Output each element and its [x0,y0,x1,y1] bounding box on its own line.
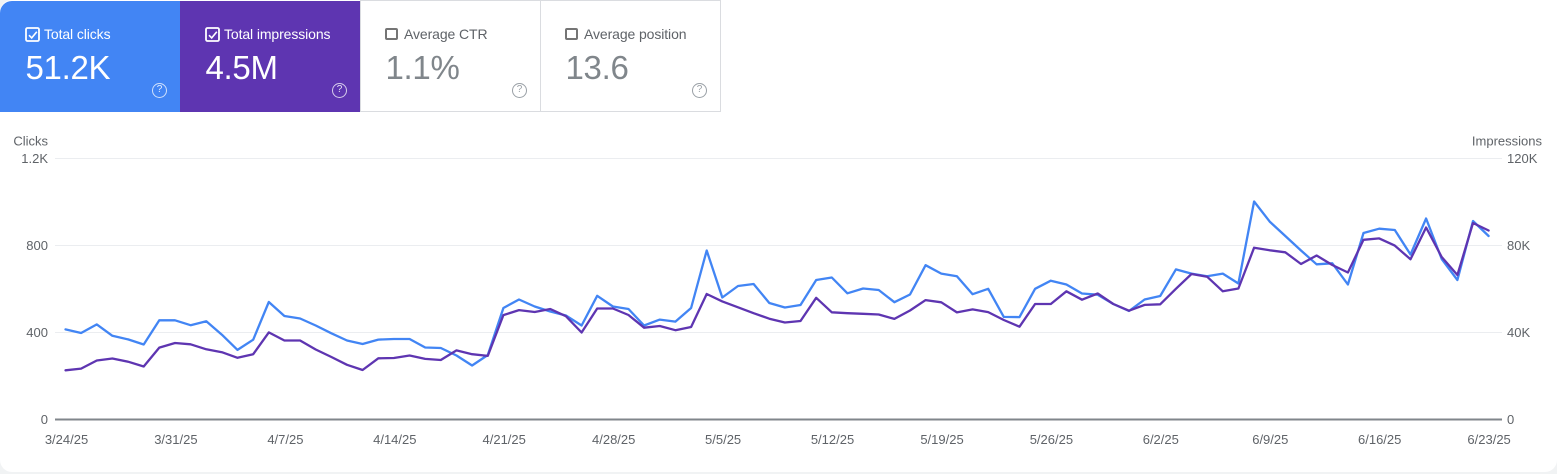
svg-text:6/23/25: 6/23/25 [1467,432,1510,447]
svg-text:5/26/25: 5/26/25 [1030,432,1073,447]
svg-text:800: 800 [26,238,48,253]
svg-text:4/28/25: 4/28/25 [592,432,635,447]
svg-text:5/12/25: 5/12/25 [811,432,854,447]
svg-text:80K: 80K [1507,238,1530,253]
svg-text:120K: 120K [1507,151,1538,166]
svg-text:1.2K: 1.2K [21,151,48,166]
svg-text:0: 0 [1507,412,1514,427]
svg-text:3/31/25: 3/31/25 [154,432,197,447]
svg-text:3/24/25: 3/24/25 [45,432,88,447]
svg-text:5/19/25: 5/19/25 [920,432,963,447]
svg-text:40K: 40K [1507,325,1530,340]
svg-text:6/16/25: 6/16/25 [1358,432,1401,447]
svg-text:Clicks: Clicks [13,134,48,149]
svg-text:6/9/25: 6/9/25 [1252,432,1288,447]
svg-text:5/5/25: 5/5/25 [705,432,741,447]
svg-text:4/7/25: 4/7/25 [267,432,303,447]
svg-text:400: 400 [26,325,48,340]
svg-text:4/14/25: 4/14/25 [373,432,416,447]
svg-text:0: 0 [41,412,48,427]
svg-text:Impressions: Impressions [1472,134,1543,149]
svg-text:4/21/25: 4/21/25 [483,432,526,447]
svg-text:6/2/25: 6/2/25 [1143,432,1179,447]
